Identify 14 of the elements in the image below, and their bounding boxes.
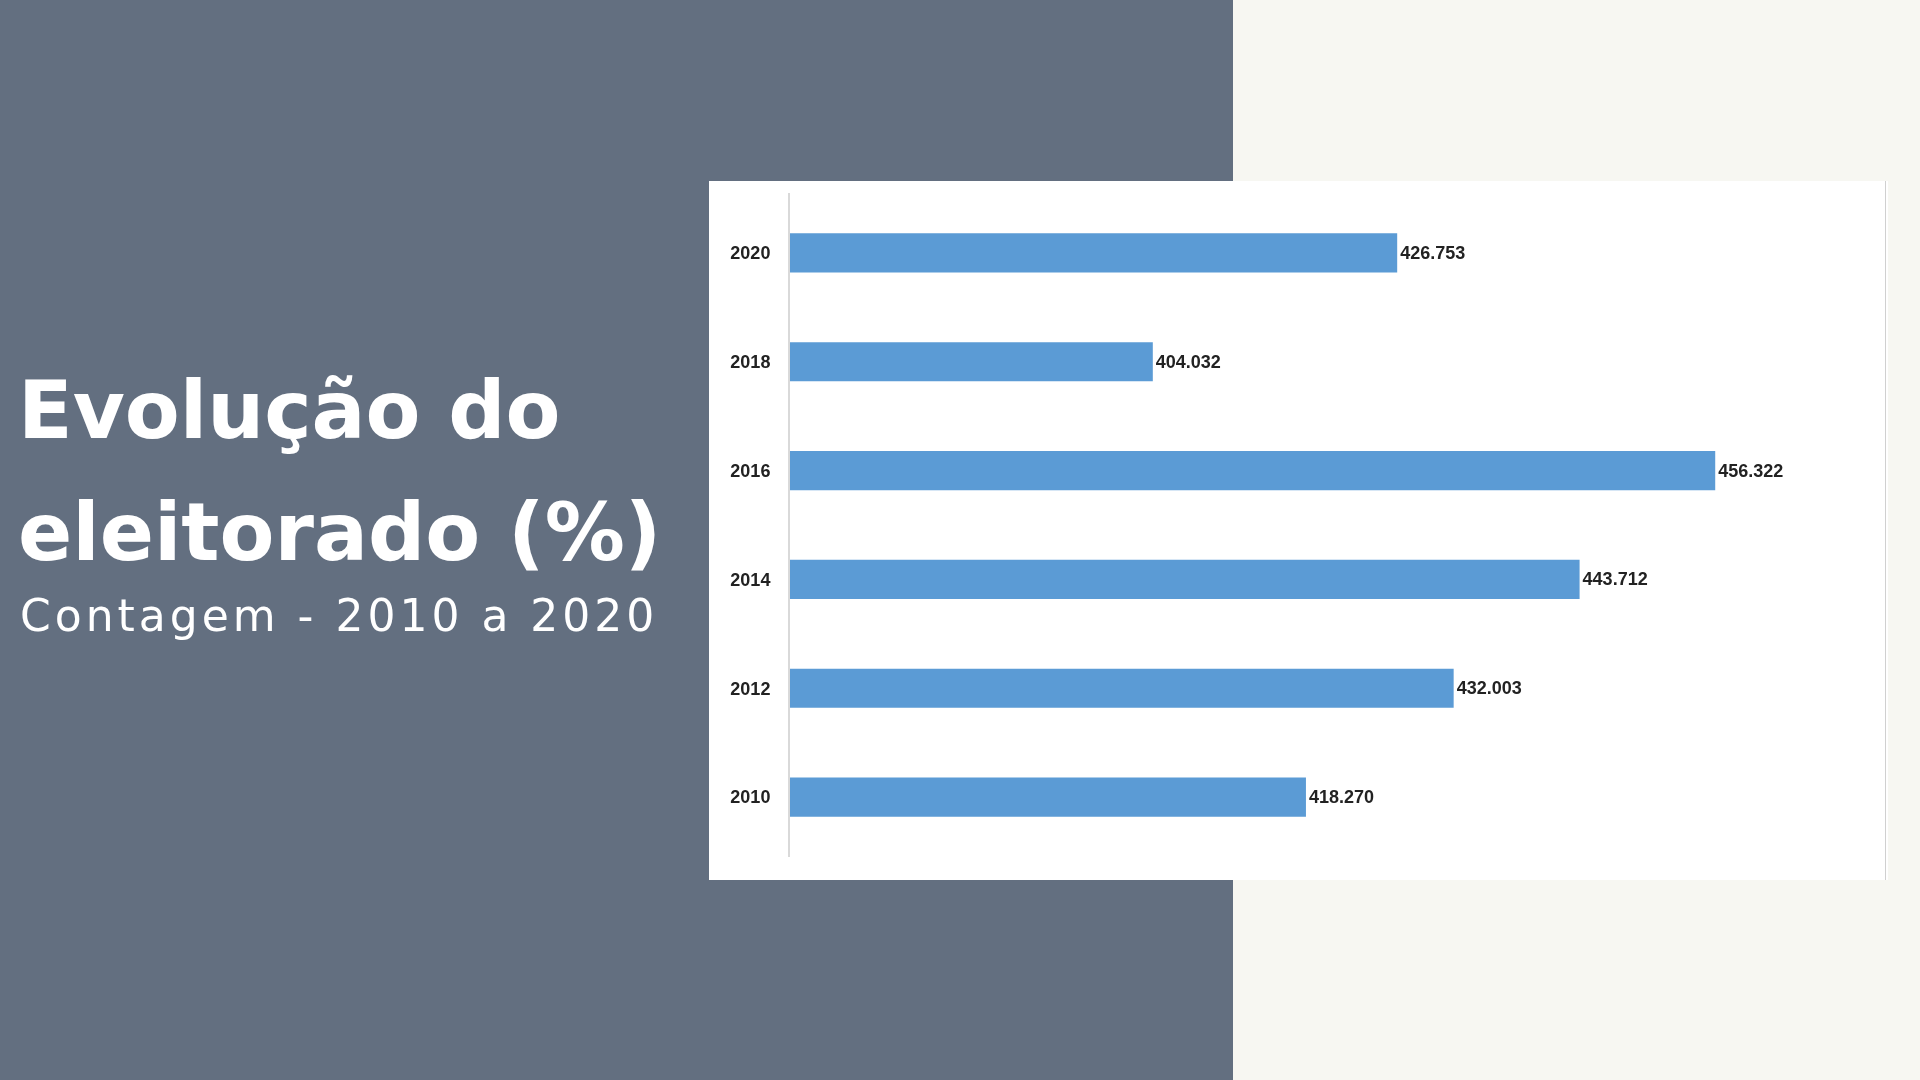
y-tick-label: 2014 xyxy=(730,569,771,590)
data-label: 404.032 xyxy=(1155,351,1221,372)
y-tick-label: 2020 xyxy=(730,243,771,264)
data-label: 426.753 xyxy=(1400,242,1466,263)
text: Contagem - 2010 a 2020 xyxy=(20,590,659,641)
data-label: 456.322 xyxy=(1718,460,1784,481)
y-tick-label: 2012 xyxy=(730,678,771,699)
y-tick-label: 2010 xyxy=(730,787,771,808)
data-label: 432.003 xyxy=(1456,678,1522,699)
y-tick-label: 2018 xyxy=(730,352,771,373)
y-tick-label: 2016 xyxy=(730,460,771,481)
data-label: 443.712 xyxy=(1582,569,1648,590)
text: Evolução do eleitorado (%) xyxy=(18,364,662,579)
data-label: 418.270 xyxy=(1308,787,1375,808)
